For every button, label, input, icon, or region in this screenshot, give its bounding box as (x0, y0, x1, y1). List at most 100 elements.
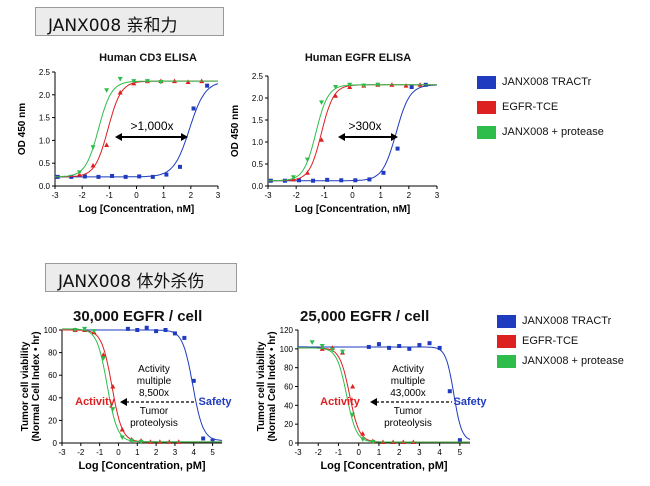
chart4-y-label: Tumor cell viability (256, 341, 267, 431)
chart2-point-tce (403, 83, 409, 88)
chart4-y-tick-label: 60 (284, 383, 293, 392)
chart4-point-tce (350, 383, 356, 389)
chart1-point-tractr (110, 173, 115, 178)
chart4-y-tick-label: 100 (280, 345, 294, 354)
chart1-point-tractr (82, 174, 87, 179)
chart1-point-tractr (177, 164, 182, 169)
chart4-activity-label: Activity (320, 396, 361, 408)
legend-label: JANX008 TRACTr (522, 315, 612, 327)
chart4-y-label-2: (Normal Cell Index • hr) (267, 331, 278, 441)
chart3-activity-label: Activity (75, 396, 116, 408)
chart4-title: 25,000 EGFR / cell (300, 308, 430, 325)
chart2-point-tractr (311, 178, 316, 183)
chart3-point-protease (100, 356, 106, 361)
chart1-point-tractr (150, 174, 155, 179)
chart4-curve-protease (298, 347, 470, 443)
chart3-annotation-line3: 8,500x (139, 388, 169, 399)
chart3-point-protease (110, 407, 116, 412)
chart3-annotation-line1: Activity (138, 364, 170, 375)
chart4-annotation-line5: proteolysis (384, 418, 432, 429)
chart1-y-label: OD 450 nm (17, 103, 28, 155)
chart2-point-protease (347, 82, 353, 88)
chart1-point-protease (90, 145, 96, 150)
chart2-point-protease (304, 157, 310, 163)
chart4-x-tick-label: 3 (417, 448, 422, 457)
chart2-x-tick-label: 0 (350, 191, 355, 200)
chart3-annotation-line5: proteolysis (130, 418, 178, 429)
chart2-point-protease (319, 100, 325, 105)
chart4-x-tick-label: 2 (397, 448, 402, 457)
chart3-point-tce (100, 352, 106, 357)
legend-swatch-tce (497, 334, 516, 348)
chart2-point-tractr (381, 170, 386, 175)
chart2-point-tractr (353, 178, 358, 183)
chart4-y-tick-label: 120 (280, 326, 294, 335)
chart4-point-protease (340, 349, 346, 355)
legend-top: JANX008 TRACTr EGFR-TCE JANX008 + protea… (477, 73, 604, 148)
legend-label: EGFR-TCE (522, 335, 579, 347)
chart4-point-protease (350, 412, 356, 418)
chart4-annotation-line2: multiple (391, 376, 426, 387)
legend-swatch-protease (477, 125, 496, 139)
legend-label: JANX008 + protease (502, 126, 604, 138)
chart4-y-tick-label: 0 (289, 439, 294, 448)
chart1-arrow-head-left (115, 133, 122, 141)
chart1-curve-tractr (55, 83, 219, 178)
chart3-y-tick-label: 60 (48, 371, 57, 380)
chart3-x-tick-label: 1 (135, 448, 140, 457)
chart2-arrow-head-left (338, 133, 345, 141)
chart4-point-tractr (397, 344, 402, 349)
chart2-y-tick-label: 0.0 (252, 182, 264, 191)
chart1-y-tick-label: 1.0 (39, 136, 51, 145)
chart3-y-tick-label: 20 (48, 416, 57, 425)
chart2-y-tick-label: 1.0 (252, 138, 264, 147)
chart1-point-tce (117, 89, 123, 95)
chart2-y-tick-label: 0.5 (252, 160, 264, 169)
chart4-y-tick-label: 80 (284, 364, 293, 373)
chart3-y-tick-label: 0 (53, 439, 58, 448)
chart3-x-tick-label: 3 (173, 448, 178, 457)
chart4-point-protease (360, 437, 366, 442)
chart3-point-protease (129, 438, 135, 444)
chart4-x-tick-label: -1 (335, 448, 343, 457)
chart4-point-tractr (407, 346, 412, 351)
chart3-point-tractr (182, 335, 187, 340)
chart3-x-tick-label: 5 (210, 448, 215, 457)
chart2-point-tractr (367, 177, 372, 182)
chart4-point-protease (329, 347, 335, 353)
chart3-x-label: Log [Concentration, pM] (78, 460, 205, 472)
chart1-x-tick-label: 2 (189, 191, 194, 200)
chart2-point-tce (333, 93, 339, 98)
chart3-point-tce (119, 426, 125, 432)
chart1-point-protease (131, 79, 137, 84)
chart4-point-protease (370, 440, 376, 445)
chart1-point-tractr (137, 174, 142, 179)
chart4-y-tick-label: 40 (284, 401, 293, 410)
chart1-point-tce (185, 79, 191, 85)
chart3-point-protease (91, 329, 97, 334)
chart4-x-tick-label: -2 (315, 448, 323, 457)
chart4-x-tick-label: 4 (437, 448, 442, 457)
legend-label: EGFR-TCE (502, 101, 559, 113)
chart1-point-protease (144, 79, 150, 84)
chart4-safety-label: Safety (453, 396, 487, 408)
chart4-x-tick-label: 5 (458, 448, 463, 457)
chart3-annotation-line4: Tumor (140, 406, 169, 417)
chart2-curve-tractr (268, 84, 438, 182)
chart4-point-tce (360, 430, 366, 436)
chart3-point-tractr (191, 378, 196, 383)
chart2-point-protease (290, 175, 296, 180)
chart2-point-tractr (325, 177, 330, 182)
chart1-title: Human CD3 ELISA (99, 52, 197, 64)
chart3-y-tick-label: 100 (44, 326, 58, 335)
chart4-point-protease (309, 340, 315, 345)
chart3-x-tick-label: -2 (77, 448, 85, 457)
chart3-point-tractr (172, 331, 177, 336)
chart2-x-tick-label: 1 (378, 191, 383, 200)
chart2-point-tce (319, 137, 325, 142)
chart2-x-tick-label: -2 (293, 191, 301, 200)
legend-bottom-item-tractr: JANX008 TRACTr (497, 312, 624, 330)
legend-swatch-tractr (477, 75, 496, 89)
chart3-x-tick-label: 4 (192, 448, 197, 457)
chart4-point-protease (319, 344, 325, 349)
